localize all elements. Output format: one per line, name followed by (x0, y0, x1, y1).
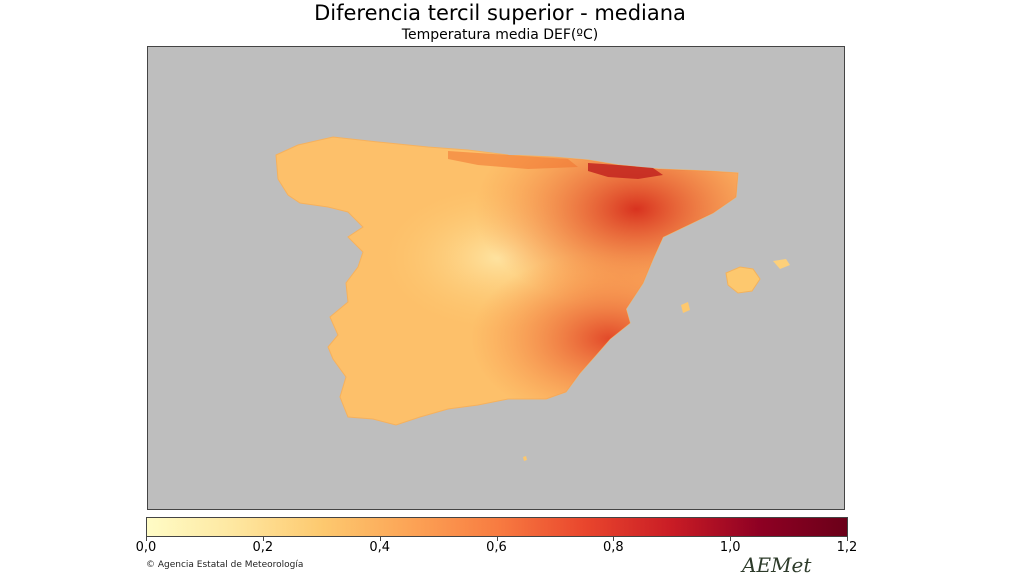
colorbar-tick-label: 0,2 (252, 540, 274, 555)
colorbar-tick-label: 1,0 (719, 540, 741, 555)
colorbar-tick (613, 537, 615, 541)
colorbar-tick-label: 0,0 (135, 540, 157, 555)
colorbar-tick (730, 537, 732, 541)
ibiza (681, 302, 690, 313)
colorbar-tick-label: 0,6 (486, 540, 507, 555)
colorbar-tick (847, 537, 848, 541)
map-svg (275, 136, 790, 461)
map-title: Diferencia tercil superior - mediana (314, 1, 686, 25)
pyrenees-hotspot (588, 163, 663, 179)
map-panel (147, 46, 845, 510)
colorbar (146, 517, 848, 537)
credit-text: © Agencia Estatal de Meteorología (146, 560, 304, 570)
colorbar-tick (262, 537, 264, 541)
ceuta (523, 456, 527, 461)
colorbar-tick (146, 537, 147, 541)
map-subtitle: Temperatura media DEF(ºC) (401, 27, 599, 43)
colorbar-tick-label: 1,2 (836, 540, 858, 555)
menorca (773, 259, 790, 269)
aemet-logo: AEMet (742, 553, 812, 577)
colorbar-tick (379, 537, 381, 541)
colorbar-tick-label: 0,4 (369, 540, 390, 555)
mallorca (725, 266, 761, 294)
colorbar-tick (496, 537, 498, 541)
colorbar-tick-label: 0,8 (602, 540, 624, 555)
